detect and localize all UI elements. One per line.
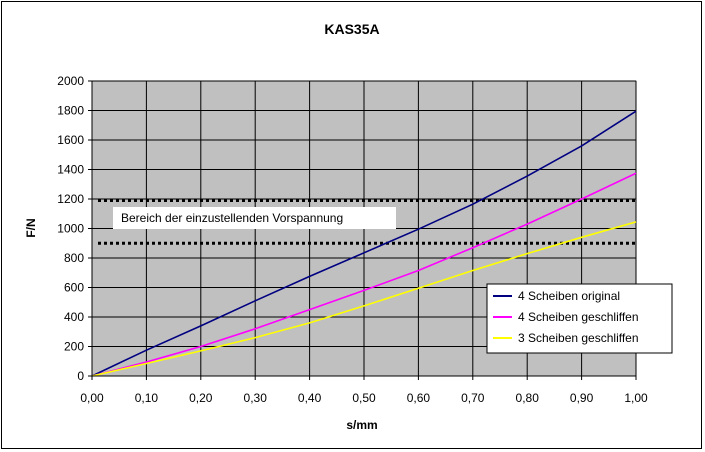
x-tick-label: 0,00 — [80, 391, 104, 405]
y-tick-label: 400 — [64, 310, 84, 324]
series-line-3 — [91, 221, 637, 377]
x-tick-label: 0,60 — [407, 391, 431, 405]
x-tick-label: 0,90 — [570, 391, 594, 405]
series-line-2 — [91, 172, 637, 377]
legend: 4 Scheiben original 4 Scheiben geschliffe… — [486, 283, 673, 354]
series-line-1 — [91, 110, 637, 377]
x-tick-label: 0,20 — [189, 391, 213, 405]
x-tick-label: 0,30 — [244, 391, 268, 405]
x-tick-label: 0,70 — [461, 391, 485, 405]
x-tick-label: 1,00 — [624, 391, 648, 405]
annotation-background — [113, 207, 396, 229]
y-tick-label: 800 — [64, 251, 84, 265]
y-tick-label: 1000 — [57, 222, 84, 236]
x-tick-label: 0,80 — [516, 391, 540, 405]
annotation-text: Bereich der einzustellenden Vorspannung — [121, 211, 343, 225]
y-tick-label: 1800 — [57, 104, 84, 118]
y-axis-title: F/N — [24, 218, 38, 237]
x-tick-label: 0,10 — [135, 391, 159, 405]
y-tick-label: 0 — [77, 369, 84, 383]
y-tick-label: 1200 — [57, 192, 84, 206]
legend-label: 4 Scheiben geschliffen — [518, 310, 639, 324]
x-axis-title: s/mm — [346, 418, 377, 432]
y-tick-label: 2000 — [57, 74, 84, 88]
y-tick-label: 1400 — [57, 163, 84, 177]
y-tick-label: 600 — [64, 281, 84, 295]
y-tick-label: 1600 — [57, 133, 84, 147]
legend-label: 3 Scheiben geschliffen — [518, 331, 639, 345]
legend-box — [486, 283, 673, 354]
legend-label: 4 Scheiben original — [518, 289, 620, 303]
axis-layer: 0 200 400 600 800 1000 1200 1400 1600 1800 2000 0,0… — [57, 74, 648, 405]
annotation-box: Bereich der einzustellenden Vorspannung — [113, 207, 396, 229]
chart-title: KAS35A — [324, 21, 379, 37]
y-tick-label: 200 — [64, 340, 84, 354]
x-tick-label: 0,50 — [352, 391, 376, 405]
series-layer — [91, 110, 637, 377]
x-tick-label: 0,40 — [298, 391, 322, 405]
